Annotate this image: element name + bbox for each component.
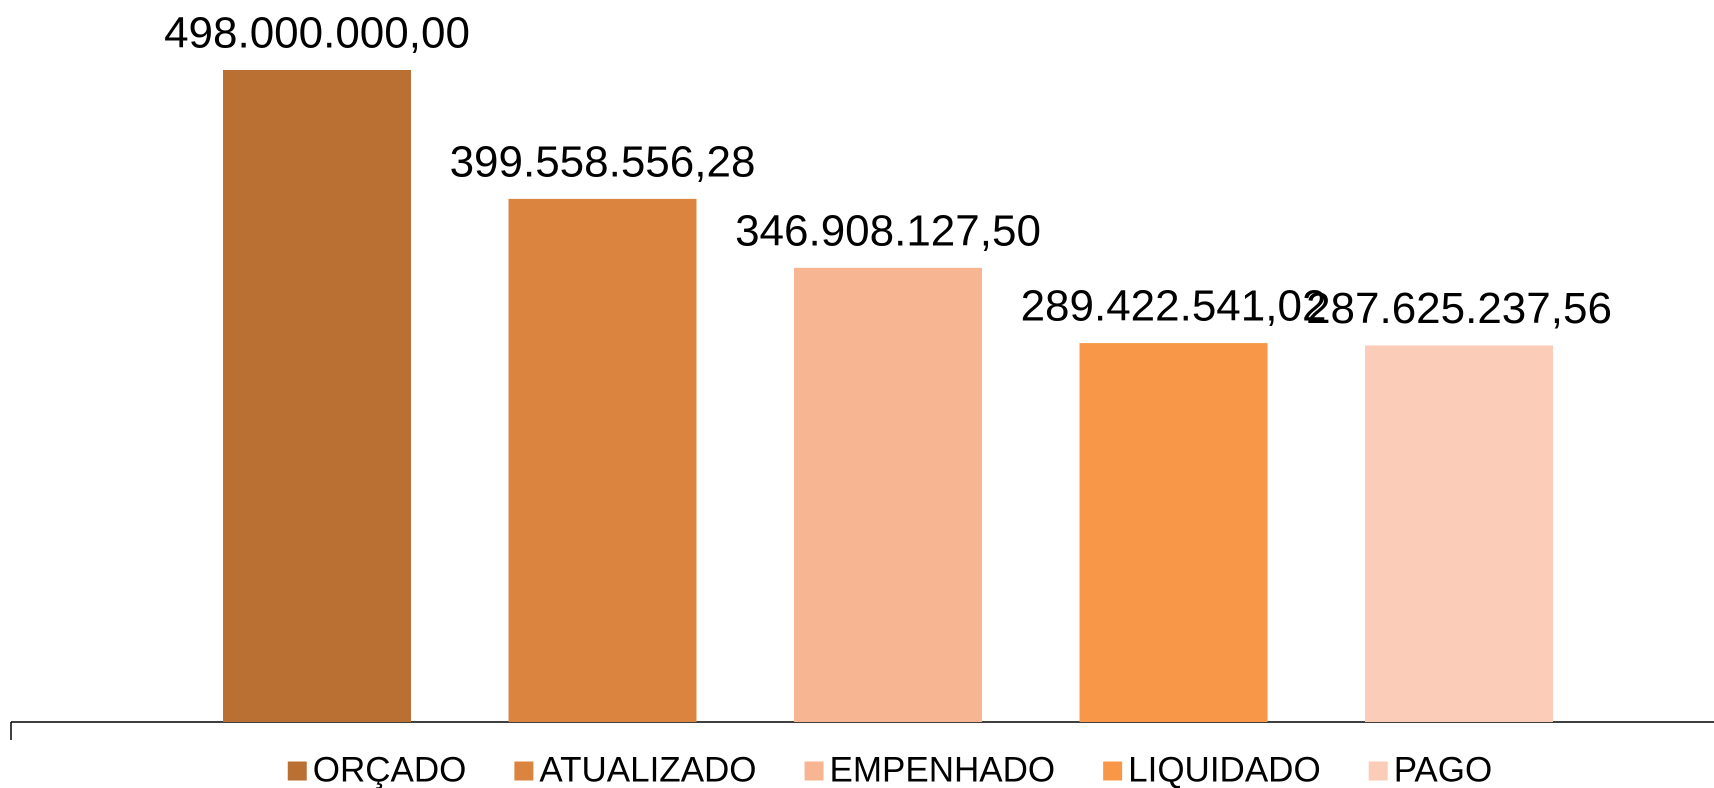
bar: [1365, 345, 1553, 722]
data-label: 287.625.237,56: [1306, 284, 1612, 333]
legend-swatch: [1103, 761, 1123, 781]
legend-swatch: [514, 761, 534, 781]
bar: [223, 70, 411, 722]
bar: [508, 198, 697, 722]
legend-label: ATUALIZADO: [539, 750, 756, 788]
legend-label: PAGO: [1394, 750, 1493, 788]
legend-swatch: [287, 761, 307, 781]
bar: [794, 267, 982, 722]
legend-label: LIQUIDADO: [1128, 750, 1321, 788]
data-label: 498.000.000,00: [164, 9, 470, 58]
legend-label: ORÇADO: [313, 750, 467, 788]
data-label: 399.558.556,28: [450, 138, 756, 187]
legend-swatch: [1368, 761, 1388, 781]
legend-label: EMPENHADO: [830, 750, 1056, 788]
legend-swatch: [804, 761, 824, 781]
data-label: 289.422.541,02: [1021, 282, 1327, 331]
data-label: 346.908.127,50: [735, 206, 1041, 255]
bar: [1079, 343, 1268, 722]
